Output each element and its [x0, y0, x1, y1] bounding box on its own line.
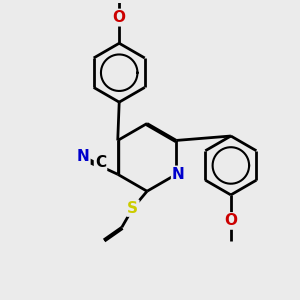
Text: N: N — [77, 149, 89, 164]
Text: O: O — [113, 10, 126, 25]
Text: S: S — [128, 201, 138, 216]
Text: N: N — [172, 167, 185, 182]
Text: O: O — [224, 213, 237, 228]
Text: C: C — [95, 155, 106, 170]
